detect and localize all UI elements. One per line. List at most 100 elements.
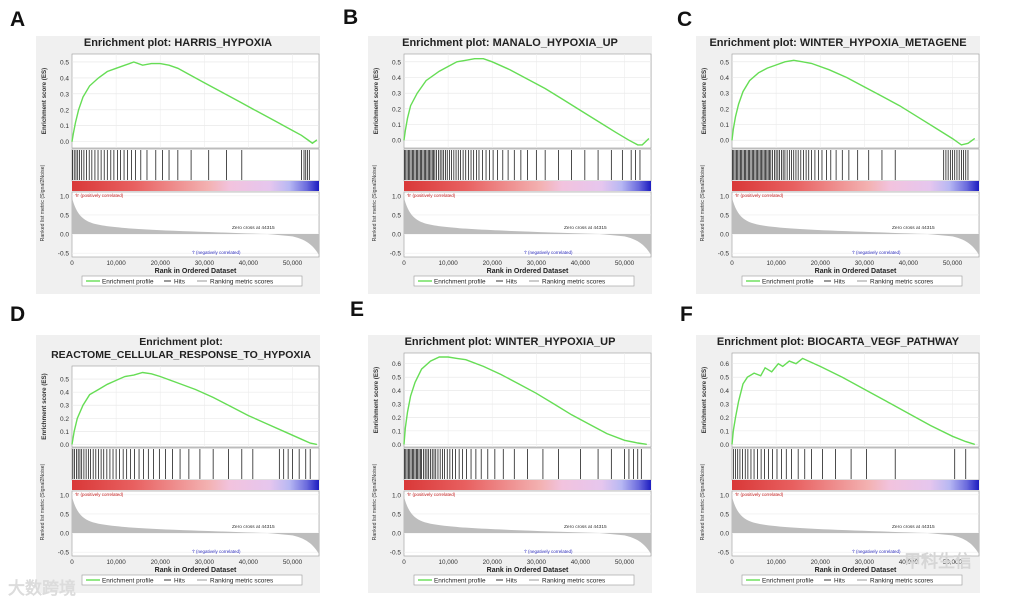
legend-hits: Hits [174,279,185,286]
es-point [767,68,768,69]
metric-tick-label: 0.0 [392,232,401,239]
es-point [301,439,302,440]
x-axis-label: Rank in Ordered Dataset [815,268,897,275]
es-point [78,109,79,110]
x-axis-label: Rank in Ordered Dataset [155,567,237,574]
es-tick-label: 0.0 [720,138,729,145]
es-point [308,140,309,141]
es-tick-label: 0.2 [392,106,401,113]
es-point [571,414,572,415]
x-tick-label: 50,000 [283,559,303,566]
es-tick-label: 0.1 [392,428,401,435]
es-point [77,418,78,419]
es-point [961,144,962,145]
es-tick-label: 0.4 [392,75,401,82]
es-point [934,127,935,128]
x-tick-label: 20,000 [151,260,171,267]
rank-color-bar [72,181,319,191]
hits-area [732,448,979,480]
es-point [765,367,766,368]
es-point [743,91,744,92]
es-tick-label: 0.3 [60,91,69,98]
es-tick-label: 0.0 [392,138,401,145]
es-plot-area [72,54,319,148]
zero-cross-label: Zero cross at 44315 [564,524,607,530]
es-tick-label: 0.3 [60,403,69,410]
negatively-correlated-label: 'l' (negatively correlated) [192,549,241,554]
x-tick-label: 50,000 [943,260,963,267]
es-point [405,130,406,131]
es-tick-label: 0.0 [720,442,729,449]
es-point [457,358,458,359]
es-point [239,101,240,102]
es-point [474,58,475,59]
es-point [283,431,284,432]
es-point [457,61,458,62]
legend-hits: Hits [834,279,845,286]
es-point [527,79,528,80]
es-point [776,65,777,66]
legend-ranking-metric: Ranking metric scores [870,578,933,585]
metric-tick-label: 1.0 [392,492,401,499]
legend-hits: Hits [174,578,185,585]
x-tick-label: 30,000 [855,260,875,267]
es-point [811,63,812,64]
es-point [785,61,786,62]
es-tick-label: 0.0 [392,442,401,449]
metric-axis-label: Ranked list metric (Signal2Noise) [372,463,378,540]
es-point [598,121,599,122]
es-point [410,105,411,106]
es-point [177,68,178,69]
es-point [735,417,736,418]
es-tick-label: 0.5 [720,375,729,382]
panel-label-a: A [10,8,25,32]
es-point [492,61,493,62]
es-point [802,61,803,62]
es-point [796,363,797,364]
zero-cross-label: Zero cross at 44315 [564,225,607,231]
es-point [448,66,449,67]
x-tick-label: 0 [730,260,734,267]
es-point [465,60,466,61]
es-point [142,65,143,66]
chart-title: Enrichment plot: BIOCARTA_VEGF_PATHWAY [696,336,980,349]
es-point [771,371,772,372]
metric-plot-area [404,491,651,556]
es-plot-area [72,366,319,447]
es-point [952,138,953,139]
es-point [606,433,607,434]
chart-svg: 0.60.50.40.30.20.10.0Enrichment score (E… [368,335,652,593]
es-point [842,377,843,378]
metric-plot-area [732,192,979,257]
es-point [789,361,790,362]
es-point [421,369,422,370]
positively-correlated-label: 'h' (positively correlated) [407,492,456,497]
x-axis-label: Rank in Ordered Dataset [155,268,237,275]
es-point [580,110,581,111]
es-point [430,361,431,362]
metric-plot-area [72,491,319,556]
metric-tick-label: 0.0 [720,531,729,538]
metric-tick-label: 0.5 [720,212,729,219]
es-point [518,383,519,384]
es-tick-label: 0.1 [720,122,729,129]
es-point [89,85,90,86]
es-point [107,384,108,385]
metric-axis-label: Ranked list metric (Signal2Noise) [700,164,706,241]
es-point [72,141,73,142]
es-point [107,71,108,72]
watermark-right: 甲科生信 [904,547,972,572]
es-point [125,65,126,66]
es-point [974,444,975,445]
x-tick-label: 0 [402,260,406,267]
es-point [501,374,502,375]
zero-cross-label: Zero cross at 44315 [232,524,275,530]
negatively-correlated-label: 'l' (negatively correlated) [524,549,573,554]
rank-color-bar [404,181,651,191]
es-point [738,401,739,402]
metric-tick-label: 1.0 [60,492,69,499]
metric-tick-label: 1.0 [392,193,401,200]
gsea-panel-d: 0.5 0.4 0.3 0.2 0.1 0.0 Enrichment score (ES) 1… [36,335,320,593]
es-point [820,366,821,367]
x-tick-label: 50,000 [615,559,635,566]
